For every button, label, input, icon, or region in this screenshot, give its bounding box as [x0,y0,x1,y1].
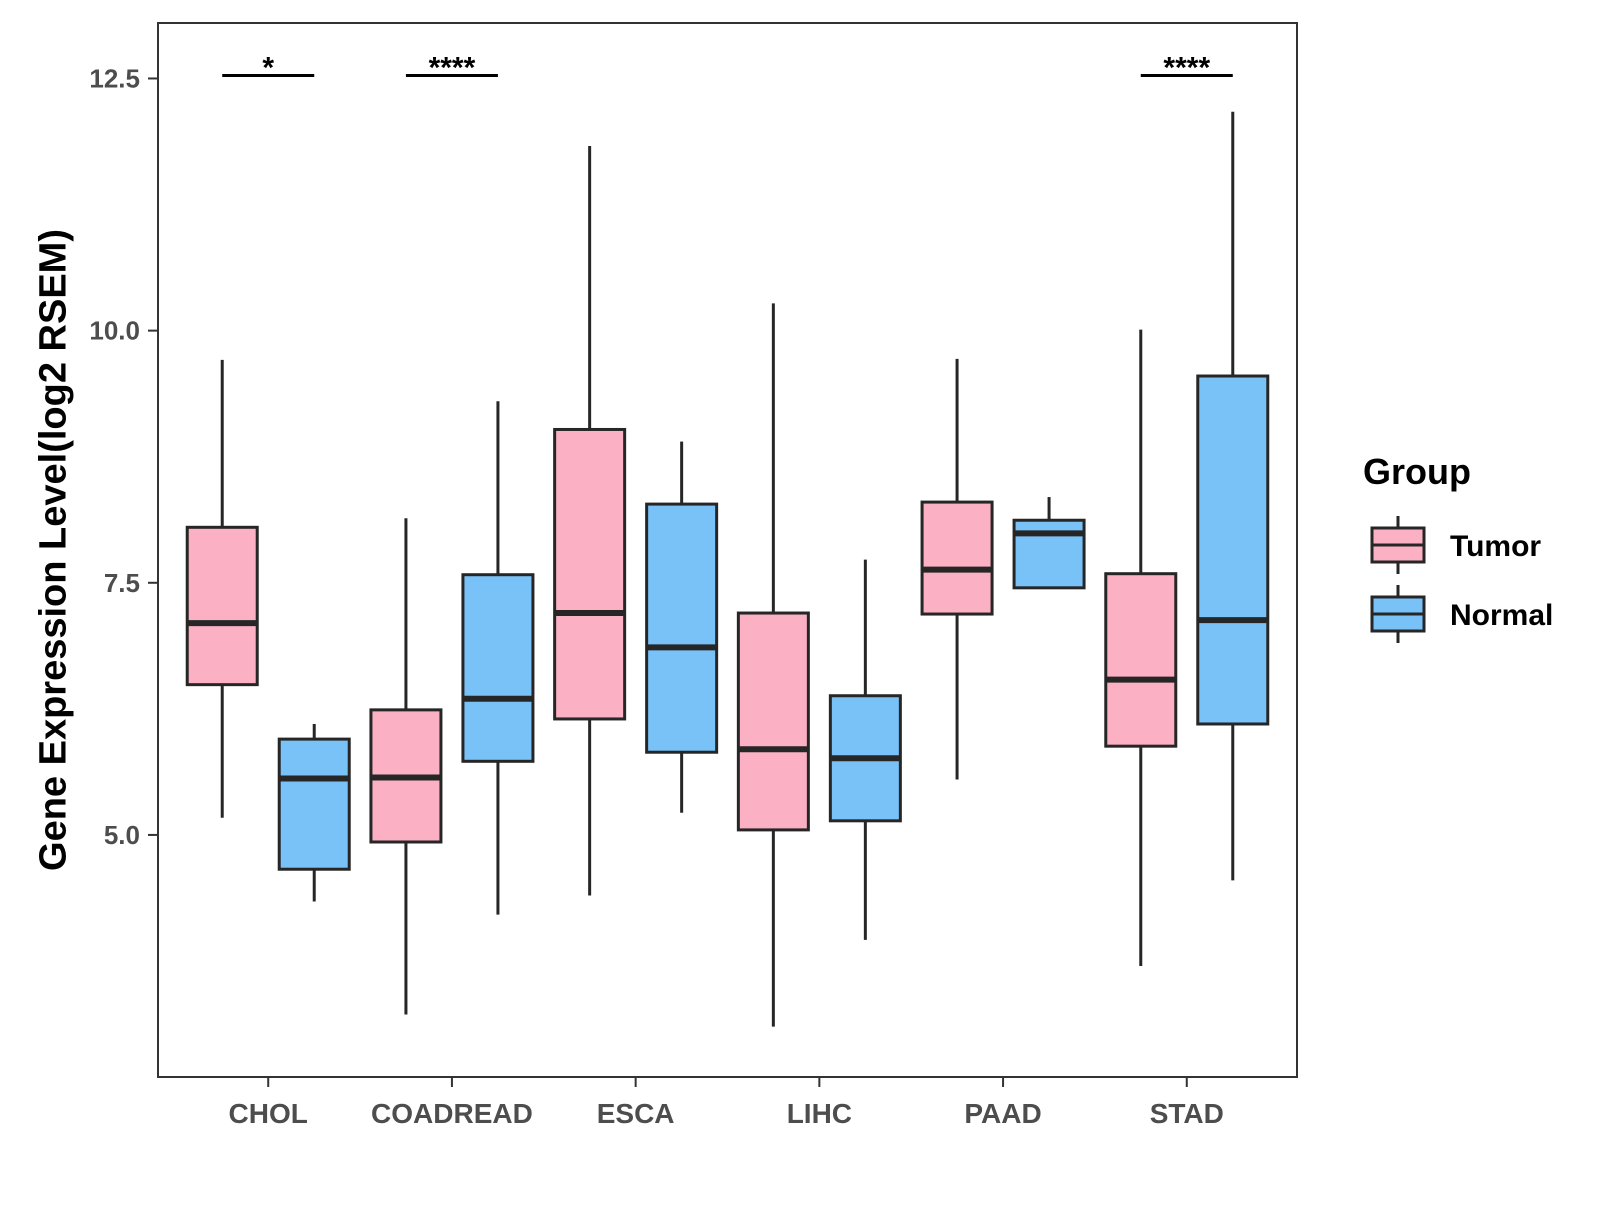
significance-label: **** [1163,51,1210,84]
significance-chol: * [222,51,315,84]
box-normal-coadread [461,401,535,915]
box-tumor-lihc [736,303,810,1027]
box-body [277,737,351,871]
legend-item-normal: Normal [1370,585,1553,643]
significance-stad: **** [1140,51,1233,84]
box-body [553,427,627,721]
box-normal-stad [1196,111,1270,881]
box-normal-esca [645,441,719,813]
x-tick-label: ESCA [597,1098,675,1129]
legend: Group Tumor Normal [1363,451,1553,643]
box-body [920,500,994,616]
box-tumor-coadread [369,518,443,1015]
axes-layer: 5.0 7.5 10.0 12.5 CHOL COADREAD ESCA LIHC PAAD ST… [89,63,1223,1129]
legend-items: Tumor Normal [1370,516,1553,643]
box-normal-paad [1012,497,1086,590]
plot-panel-border [157,22,1298,1078]
box-tumor-esca [553,146,627,896]
boxes-layer [185,111,1270,1027]
significance-label: **** [429,51,476,84]
significance-coadread: **** [405,51,498,84]
x-tick-label: LIHC [787,1098,852,1129]
box-body [1104,572,1178,748]
box-body [185,525,259,687]
legend-title: Group [1363,451,1471,492]
box-normal-lihc [828,559,902,940]
x-tick-label: STAD [1150,1098,1224,1129]
legend-item-tumor: Tumor [1370,516,1541,574]
legend-label: Tumor [1450,530,1541,563]
y-tick-label: 12.5 [89,63,140,93]
x-tick-label: CHOL [229,1098,308,1129]
legend-label: Normal [1450,599,1553,632]
x-tick-label: COADREAD [371,1098,533,1129]
y-tick-label: 10.0 [89,316,140,346]
y-tick-label: 7.5 [104,568,140,598]
y-tick-label: 5.0 [104,820,140,850]
significance-label: * [262,51,274,84]
box-body [1196,374,1270,726]
y-axis-title: Gene Expression Level(log2 RSEM) [32,229,74,871]
significance-layer: * **** **** [222,51,1233,84]
box-tumor-stad [1104,329,1178,967]
box-body [645,502,719,754]
box-body [736,611,810,832]
box-tumor-chol [185,359,259,818]
box-tumor-paad [920,358,994,780]
box-body [461,573,535,763]
box-normal-chol [277,723,351,902]
x-tick-label: PAAD [964,1098,1041,1129]
